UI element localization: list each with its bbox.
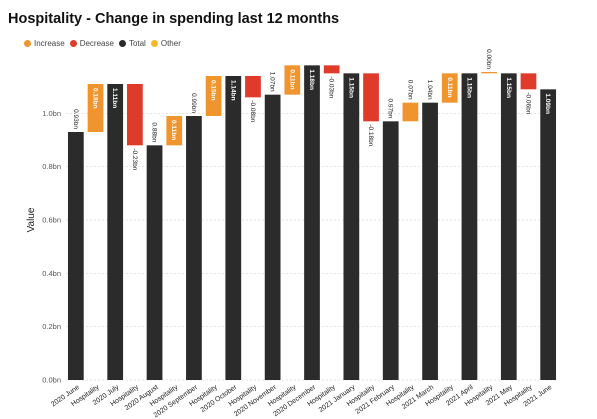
- legend-swatch-decrease: [69, 40, 77, 47]
- chart-title: Hospitality - Change in spending last 12…: [8, 11, 340, 27]
- data-label: 0.11bn: [446, 77, 453, 97]
- data-label: 0.15bn: [210, 80, 217, 101]
- data-label: 1.15bn: [347, 77, 354, 98]
- bar-total[interactable]: [422, 102, 438, 381]
- legend-item-other[interactable]: Other: [150, 39, 181, 48]
- data-label: 0.88bn: [151, 122, 158, 142]
- data-label: 1.15bn: [505, 77, 512, 98]
- data-label: 0.97bn: [387, 98, 394, 118]
- data-label: -0.18bn: [367, 124, 374, 146]
- bar-total[interactable]: [500, 73, 517, 380]
- data-label: 0.11bn: [288, 69, 295, 89]
- bar-increase[interactable]: [402, 102, 419, 122]
- data-label: 0.93bn: [72, 109, 79, 129]
- bar-decrease[interactable]: [245, 76, 261, 98]
- data-label: 1.14bn: [229, 80, 236, 101]
- legend-label-other: Other: [160, 39, 181, 48]
- data-label: 1.11bn: [111, 88, 118, 108]
- data-labels: 0.93bn 0.18bn 1.11bn -0.23bn 0.88bn 0.11bn 0.9…: [72, 49, 551, 171]
- bar-decrease[interactable]: [520, 73, 537, 90]
- y-tick-label: 0.6bn: [42, 216, 61, 225]
- data-label: 1.04bn: [426, 80, 433, 100]
- bar-increase[interactable]: [166, 116, 183, 146]
- y-tick-label: 1.0bn: [42, 109, 61, 118]
- bar-increase[interactable]: [205, 76, 222, 116]
- y-axis-ticks: 0.0bn 0.2bn 0.4bn 0.6bn 0.8bn 1.0bn: [42, 109, 61, 385]
- bar-decrease[interactable]: [323, 65, 340, 74]
- y-tick-label: 0.2bn: [42, 322, 61, 331]
- chart-legend: Increase Decrease Total Other: [24, 39, 186, 48]
- legend-item-increase[interactable]: Increase: [24, 39, 65, 48]
- bar-decrease[interactable]: [127, 84, 143, 146]
- data-label: 0.11bn: [170, 120, 177, 140]
- bar-total[interactable]: [107, 84, 124, 380]
- y-axis-title: Value: [26, 207, 37, 232]
- y-tick-label: 0.0bn: [42, 376, 61, 385]
- data-label: 0.99bn: [190, 93, 197, 113]
- bar-total[interactable]: [186, 116, 202, 380]
- bar-increase[interactable]: [87, 84, 104, 132]
- legend-swatch-total: [118, 40, 126, 47]
- data-label: -0.08bn: [249, 100, 256, 122]
- bar-increase[interactable]: [481, 72, 497, 74]
- bar-increase[interactable]: [441, 73, 458, 103]
- bar-increase[interactable]: [284, 65, 301, 95]
- data-label: -0.23bn: [131, 148, 138, 170]
- data-label: -0.06bn: [524, 92, 531, 114]
- bar-total[interactable]: [461, 73, 478, 380]
- legend-label-decrease: Decrease: [79, 39, 114, 48]
- legend-swatch-other: [150, 40, 158, 47]
- y-tick-label: 0.4bn: [42, 269, 61, 278]
- bar-total[interactable]: [540, 89, 557, 380]
- bar-total[interactable]: [304, 65, 320, 380]
- bars: [67, 65, 557, 381]
- legend-item-decrease[interactable]: Decrease: [69, 39, 114, 48]
- legend-label-increase: Increase: [34, 39, 65, 48]
- legend-swatch-increase: [24, 40, 31, 47]
- bar-total[interactable]: [264, 94, 281, 381]
- bar-total[interactable]: [67, 132, 84, 380]
- y-tick-label: 0.8bn: [42, 162, 61, 171]
- bar-total[interactable]: [146, 145, 163, 380]
- data-label: 0.07bn: [406, 80, 413, 100]
- bar-total[interactable]: [343, 73, 360, 380]
- data-label: -0.03bn: [328, 76, 335, 98]
- bar-total[interactable]: [225, 76, 242, 380]
- bar-total[interactable]: [382, 121, 399, 380]
- data-label: 0.00bn: [485, 49, 492, 69]
- data-label: 1.18bn: [308, 69, 315, 90]
- data-label: 1.07bn: [269, 72, 276, 92]
- bar-decrease[interactable]: [363, 73, 379, 122]
- data-label: 1.15bn: [465, 77, 472, 98]
- legend-item-total[interactable]: Total: [118, 39, 146, 48]
- data-label: 1.09bn: [544, 93, 551, 114]
- data-label: 0.18bn: [92, 88, 99, 109]
- legend-label-total: Total: [128, 39, 146, 48]
